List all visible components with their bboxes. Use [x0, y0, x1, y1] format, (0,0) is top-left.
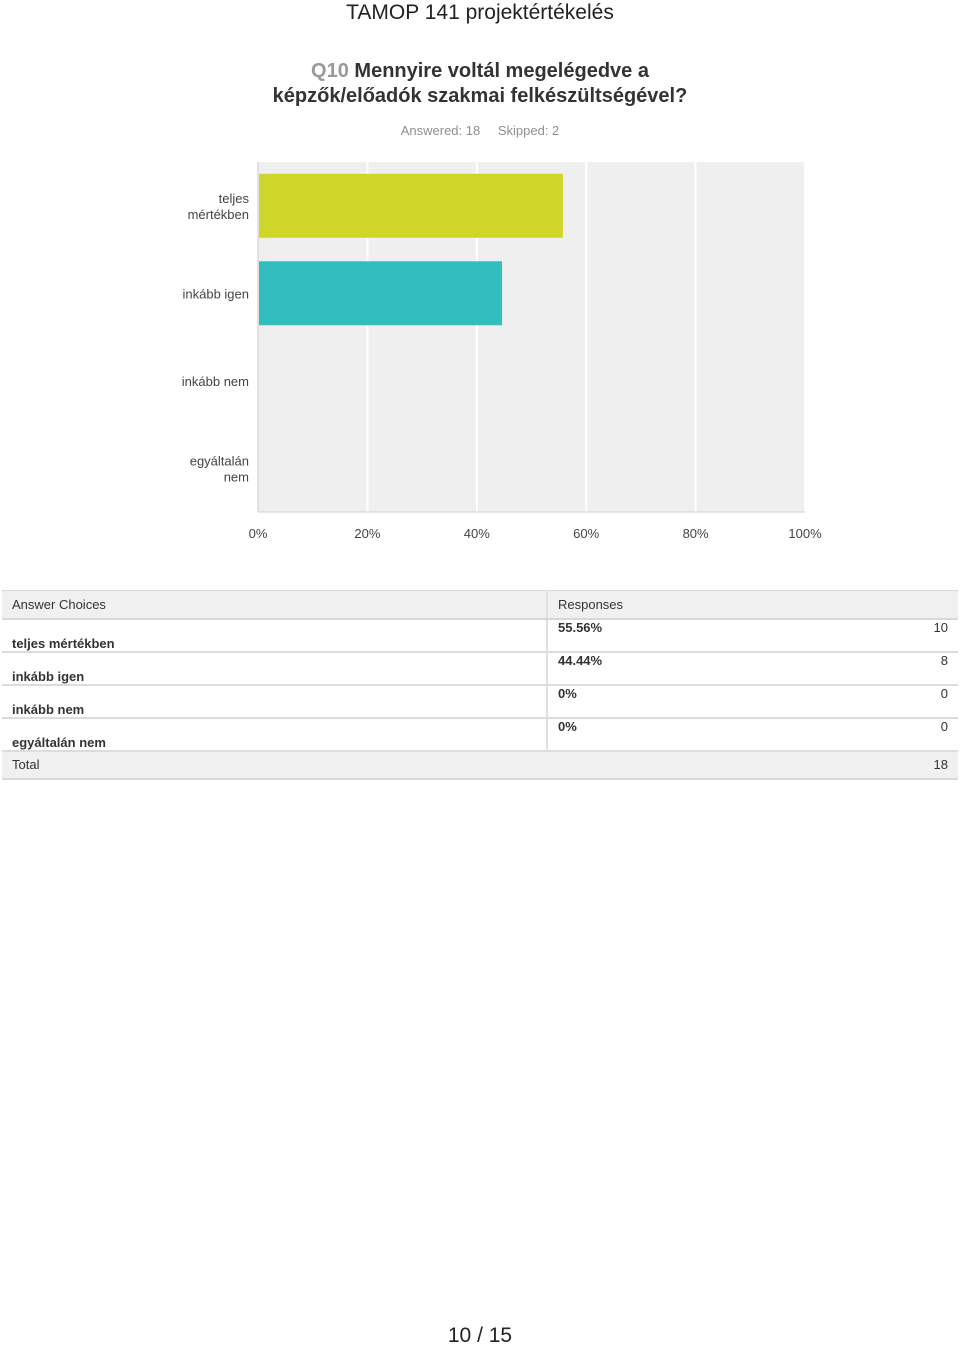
- x-tick-label: 40%: [464, 526, 490, 541]
- bar: [259, 261, 503, 326]
- row-count: 10: [898, 618, 958, 653]
- x-tick-label: 20%: [354, 526, 380, 541]
- y-category-label: teljes mértékben: [188, 191, 250, 222]
- y-category-label: egyáltalán nem: [190, 453, 249, 484]
- y-category-label: inkább nem: [182, 374, 249, 389]
- x-tick-label: 0%: [249, 526, 268, 541]
- x-tick-label: 100%: [788, 526, 822, 541]
- row-percent: 44.44%: [546, 651, 898, 686]
- total-value: 18: [898, 750, 958, 780]
- row-choice: inkább igen: [2, 651, 547, 686]
- x-tick-label: 60%: [573, 526, 599, 541]
- question-title: Q10 Mennyire voltál megelégedve a képzők…: [0, 59, 960, 109]
- page-number: 10 / 15: [447, 1324, 513, 1347]
- response-stats: Answered: 18 Skipped: 2: [0, 123, 960, 138]
- answered-count: Answered: 18: [400, 123, 481, 138]
- y-category-label: inkább igen: [183, 286, 250, 301]
- question-line-1: Q10 Mennyire voltál megelégedve a: [0, 59, 960, 84]
- row-choice: inkább nem: [2, 684, 547, 719]
- table-row: inkább igen 44.44% 8: [2, 651, 958, 686]
- bar-chart: 0% 20% 40% 60% 80% 100% teljes mértékben inkább …: [182, 162, 822, 541]
- table-row: teljes mértékben 55.56% 10: [2, 618, 958, 653]
- question-text-line-2: képzők/előadók szakmai felkészültségével…: [272, 85, 688, 107]
- table-header-row: Answer Choices Responses: [2, 590, 958, 620]
- table-row: egyáltalán nem 0% 0: [2, 717, 958, 752]
- total-label: Total: [2, 750, 898, 780]
- skipped-count: Skipped: 2: [497, 123, 560, 138]
- row-choice: egyáltalán nem: [2, 717, 547, 752]
- header-responses: Responses: [546, 590, 958, 620]
- row-percent: 0%: [546, 717, 898, 752]
- table-row: inkább nem 0% 0: [2, 684, 958, 719]
- row-count: 8: [898, 651, 958, 686]
- question-number: Q10: [311, 60, 349, 82]
- x-tick-label: 80%: [683, 526, 709, 541]
- answers-table: Answer Choices Responses teljes mértékbe…: [2, 590, 958, 780]
- row-count: 0: [898, 684, 958, 719]
- bar: [259, 173, 563, 238]
- table-total-row: Total 18: [2, 750, 958, 780]
- header-answer-choices: Answer Choices: [2, 590, 547, 620]
- row-count: 0: [898, 717, 958, 752]
- question-text-line-1: Mennyire voltál megelégedve a: [354, 60, 649, 82]
- row-percent: 55.56%: [546, 618, 898, 653]
- row-percent: 0%: [546, 684, 898, 719]
- row-choice: teljes mértékben: [2, 618, 547, 653]
- page-header-title: TAMOP 141 projektértékelés: [346, 1, 614, 24]
